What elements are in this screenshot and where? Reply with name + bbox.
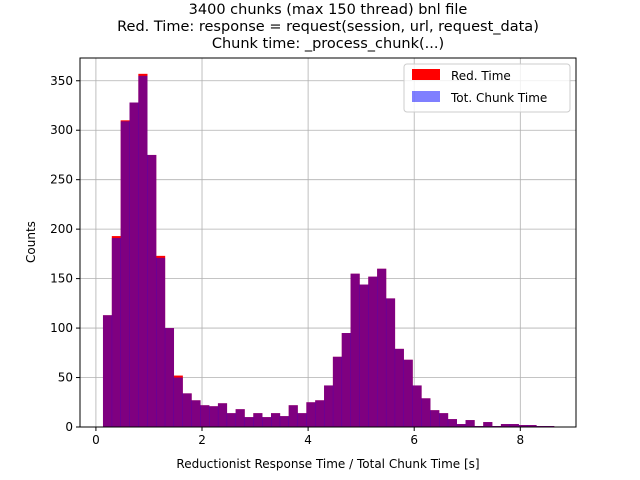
bar-series-1	[368, 276, 378, 427]
legend: Red. Time Tot. Chunk Time	[403, 63, 571, 113]
bar-series-1	[217, 403, 228, 427]
x-tick-label: 8	[516, 433, 524, 447]
bar-series-1	[439, 413, 449, 427]
bar-series-1	[359, 284, 369, 427]
bar-series-1	[173, 377, 183, 427]
x-axis-ticks: 0 2 4 6 8	[92, 427, 524, 447]
y-axis-label: Counts	[24, 221, 38, 263]
bar-series-1	[270, 413, 281, 427]
bar-series-1	[235, 409, 245, 427]
x-tick-label: 4	[304, 433, 312, 447]
bar-series-1	[138, 75, 148, 427]
legend-swatch-tot-chunk-time	[412, 91, 440, 102]
bar-series-1	[456, 424, 466, 427]
bar-series-1	[120, 121, 130, 428]
bar-series-1	[200, 405, 210, 427]
bar-series-1	[412, 385, 422, 427]
bar-series-1	[191, 400, 201, 427]
y-tick-label: 0	[65, 420, 73, 434]
x-tick-label: 2	[198, 433, 206, 447]
bar-series-1	[147, 154, 157, 427]
y-tick-label: 50	[58, 371, 73, 385]
bar-series-1	[102, 315, 113, 427]
y-tick-label: 250	[50, 173, 73, 187]
bar-series-1	[253, 413, 263, 427]
y-tick-label: 100	[50, 321, 73, 335]
x-axis-label: Reductionist Response Time / Total Chunk…	[176, 457, 479, 471]
bar-series-1	[500, 424, 511, 427]
bar-series-1	[111, 238, 121, 427]
bar-series-1	[465, 420, 475, 427]
bar-series-1	[209, 406, 219, 427]
bar-series-1	[262, 417, 272, 427]
bar-series-1	[244, 417, 254, 427]
bar-series-1	[394, 348, 404, 427]
y-tick-label: 350	[50, 74, 73, 88]
bar-series-1	[403, 359, 413, 427]
bar-series-1	[518, 425, 528, 427]
bar-series-1	[447, 419, 457, 427]
bar-series-1	[509, 424, 519, 427]
bar-series-1	[129, 102, 139, 427]
legend-box	[403, 63, 571, 113]
bar-series-1	[377, 268, 387, 427]
bar-series-1	[315, 400, 325, 427]
bar-series-1	[279, 416, 289, 427]
bar-series-1	[182, 393, 192, 427]
title-line-3: Chunk time: _process_chunk(...)	[212, 36, 444, 52]
bar-series-1	[350, 273, 360, 427]
y-tick-label: 150	[50, 272, 73, 286]
bar-series-1	[164, 328, 175, 427]
plot-frame	[79, 57, 577, 428]
title-line-2: Red. Time: response = request(session, u…	[117, 19, 539, 35]
legend-label-tot-chunk-time: Tot. Chunk Time	[450, 91, 547, 105]
x-tick-label: 6	[410, 433, 418, 447]
legend-swatch-red-time	[412, 69, 440, 80]
bar-series-1	[306, 402, 316, 427]
bar-series-1	[156, 257, 166, 427]
y-tick-label: 300	[50, 123, 73, 137]
bar-series-1	[297, 413, 307, 427]
y-tick-label: 200	[50, 222, 73, 236]
y-axis-ticks: 0 50 100 150 200 250 300 350	[50, 74, 80, 434]
x-tick-label: 0	[92, 433, 100, 447]
bar-series-1	[324, 385, 334, 427]
bar-series-1	[226, 413, 236, 427]
bar-series-1	[332, 356, 343, 427]
chart-title: 3400 chunks (max 150 thread) bnl file Re…	[117, 2, 539, 52]
bar-series-1	[341, 333, 351, 427]
title-line-1: 3400 chunks (max 150 thread) bnl file	[189, 2, 468, 18]
histogram-bars	[102, 73, 555, 428]
bar-series-1	[421, 398, 431, 427]
bar-series-1	[385, 298, 396, 427]
bar-series-1	[483, 422, 493, 427]
legend-label-red-time: Red. Time	[451, 69, 511, 83]
bar-series-1	[430, 410, 440, 427]
bar-series-1	[527, 425, 537, 427]
bar-series-1	[288, 405, 298, 427]
